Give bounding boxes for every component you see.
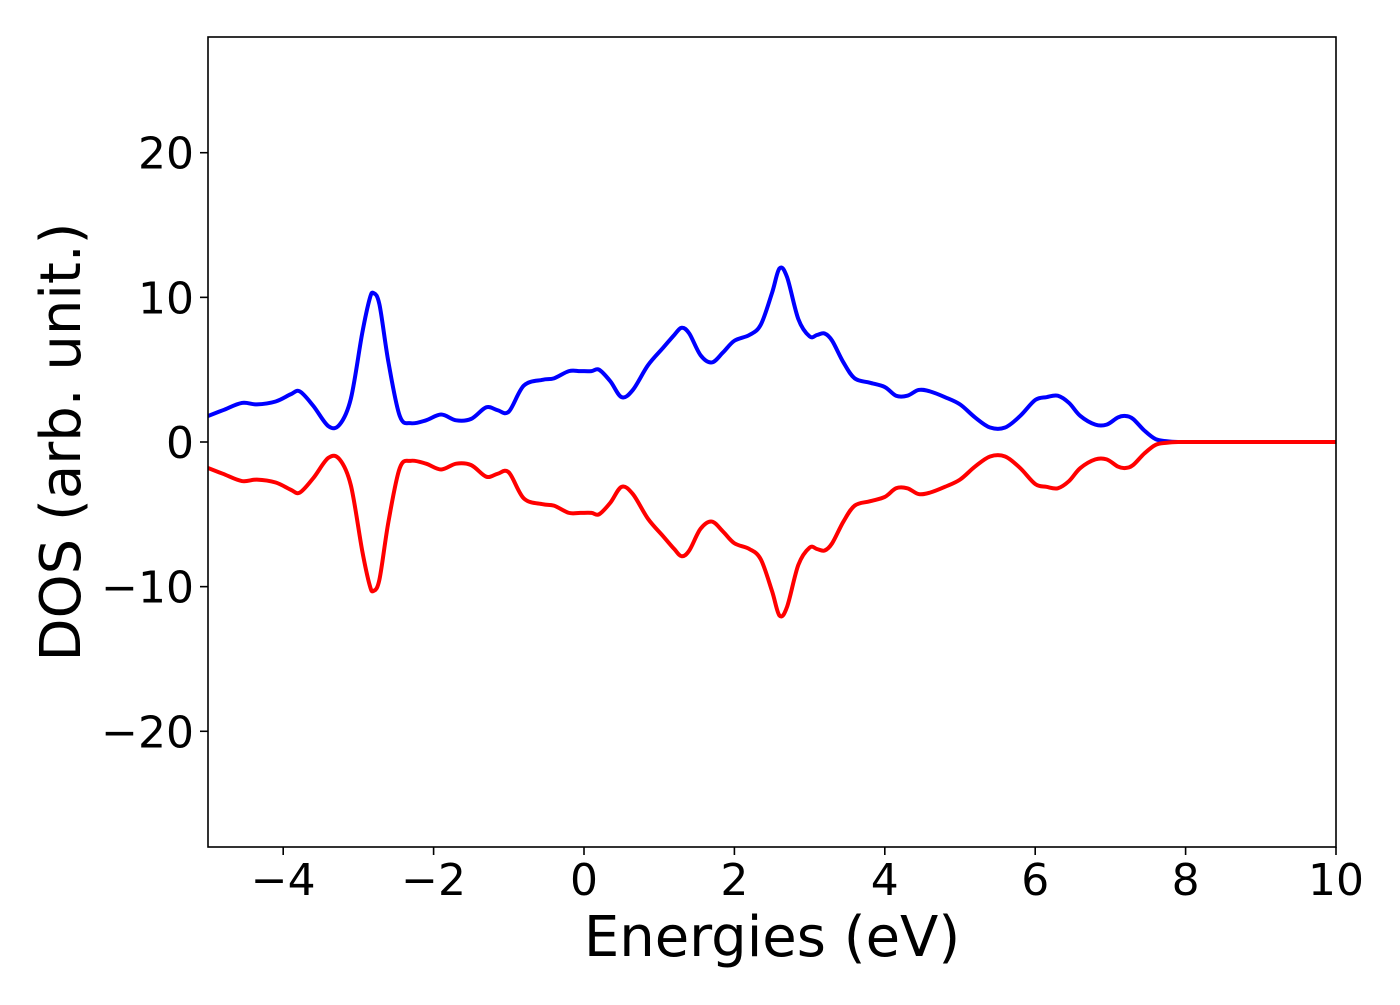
- y-axis-label: DOS (arb. unit.): [29, 222, 94, 661]
- series-layer: [208, 265, 1336, 619]
- x-tick-label: −2: [401, 855, 466, 906]
- y-tick-label: 20: [138, 129, 194, 180]
- x-tick-label: 8: [1172, 855, 1200, 906]
- plot-background: [208, 37, 1336, 847]
- x-axis-ticks: −4 −2 0 2 4 6 8 10: [251, 847, 1364, 906]
- x-tick-label: 0: [570, 855, 598, 906]
- series-line-blue: [208, 265, 1336, 445]
- y-tick-label: −10: [101, 563, 194, 614]
- x-tick-label: 10: [1308, 855, 1364, 906]
- x-tick-label: 4: [871, 855, 899, 906]
- x-axis-label: Energies (eV): [584, 905, 960, 970]
- y-tick-label: 0: [166, 418, 194, 469]
- y-axis-ticks: −20 −10 0 10 20: [101, 129, 208, 758]
- x-tick-label: 6: [1021, 855, 1049, 906]
- x-tick-label: 2: [720, 855, 748, 906]
- y-tick-label: −20: [101, 707, 194, 758]
- x-tick-label: −4: [251, 855, 316, 906]
- series-line-red: [208, 439, 1336, 619]
- y-tick-label: 10: [138, 273, 194, 324]
